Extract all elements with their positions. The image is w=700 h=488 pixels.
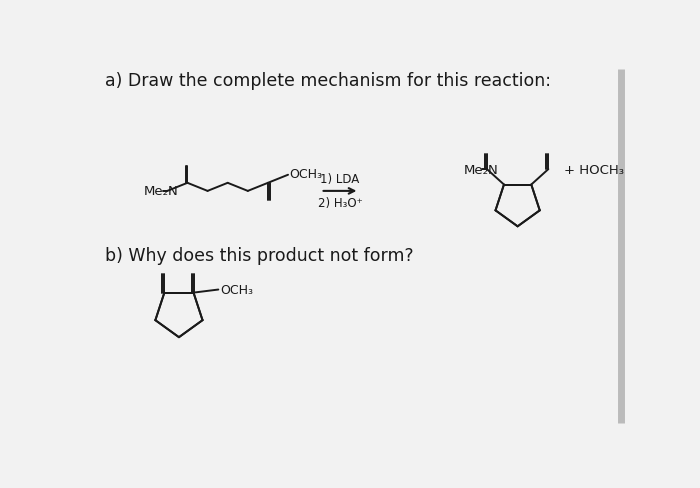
Text: b) Why does this product not form?: b) Why does this product not form? bbox=[104, 246, 413, 264]
Text: a) Draw the complete mechanism for this reaction:: a) Draw the complete mechanism for this … bbox=[104, 72, 550, 90]
Text: + HOCH₃: + HOCH₃ bbox=[564, 163, 624, 176]
Text: 2) H₃O⁺: 2) H₃O⁺ bbox=[318, 197, 363, 210]
Text: OCH₃: OCH₃ bbox=[290, 168, 323, 181]
Text: Me₂N: Me₂N bbox=[144, 185, 178, 198]
Text: 1) LDA: 1) LDA bbox=[321, 173, 360, 186]
Text: OCH₃: OCH₃ bbox=[220, 284, 253, 296]
Text: Me₂N: Me₂N bbox=[463, 163, 498, 176]
